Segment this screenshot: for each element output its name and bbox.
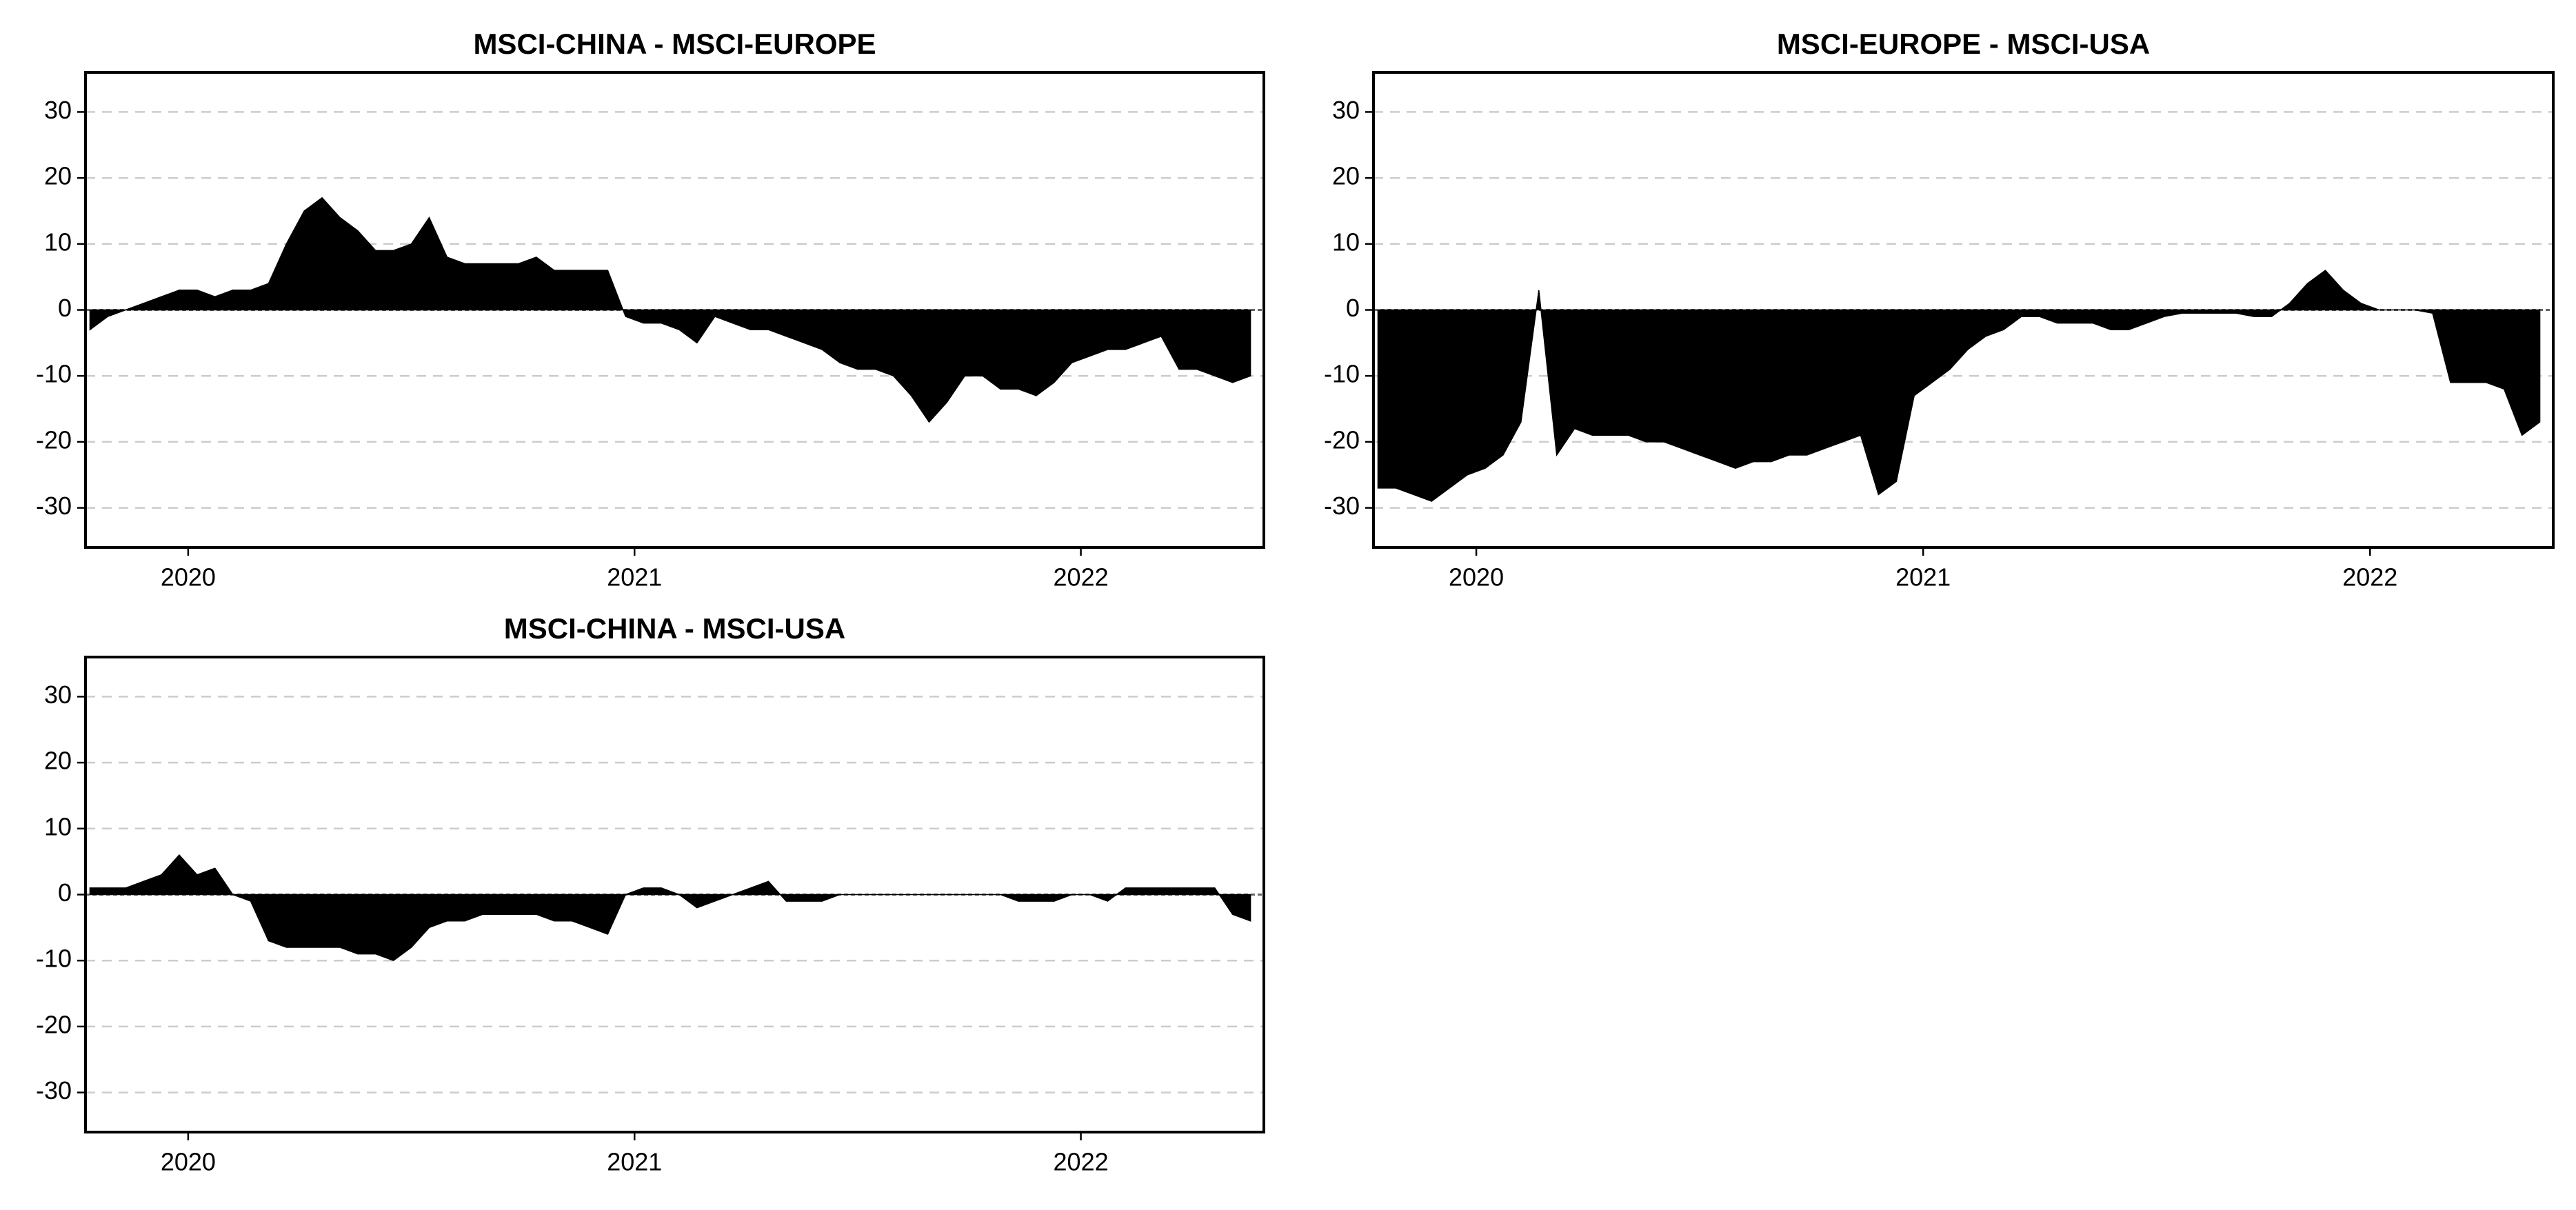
area bbox=[89, 196, 1251, 423]
x-tick-label: 2021 bbox=[607, 1148, 662, 1176]
y-tick-label: -30 bbox=[1324, 492, 1360, 520]
y-tick-label: -20 bbox=[36, 1010, 72, 1038]
plot-frame bbox=[84, 656, 1265, 1133]
plot-frame bbox=[1372, 71, 2555, 549]
panel: MSCI-CHINA - MSCI-USA -30 -20 -10 0 10 20 30 202… bbox=[36, 612, 1265, 1176]
panel: MSCI-EUROPE - MSCI-USA -30 -20 -10 0 10 20 30 20… bbox=[1324, 28, 2555, 592]
panel-title: MSCI-EUROPE - MSCI-USA bbox=[1777, 28, 2150, 60]
y-tick-label: 10 bbox=[44, 228, 72, 256]
x-tick-label: 2021 bbox=[1895, 563, 1951, 592]
area bbox=[1377, 270, 2541, 502]
y-tick-label: -10 bbox=[36, 360, 72, 388]
y-tick-label: 0 bbox=[58, 294, 72, 322]
y-tick-label: -30 bbox=[36, 492, 72, 520]
x-tick-label: 2022 bbox=[1054, 563, 1109, 592]
y-tick-label: 10 bbox=[1332, 228, 1360, 256]
y-tick-label: 0 bbox=[58, 878, 72, 907]
x-tick-label: 2021 bbox=[607, 563, 662, 592]
x-tick-label: 2020 bbox=[161, 1148, 216, 1176]
x-tick-label: 2022 bbox=[2342, 563, 2397, 592]
y-tick-label: 30 bbox=[1332, 96, 1360, 124]
plot-frame bbox=[84, 71, 1265, 549]
y-tick-label: 20 bbox=[44, 747, 72, 775]
y-tick-label: 10 bbox=[44, 812, 72, 840]
y-tick-label: -20 bbox=[36, 425, 72, 454]
y-tick-label: 0 bbox=[1346, 294, 1360, 322]
area bbox=[89, 854, 1251, 962]
panel: MSCI-CHINA - MSCI-EUROPE -30 -20 -10 0 10 20 30… bbox=[36, 28, 1265, 592]
x-tick-label: 2022 bbox=[1054, 1148, 1109, 1176]
y-tick-label: -10 bbox=[36, 945, 72, 973]
panel-title: MSCI-CHINA - MSCI-USA bbox=[504, 612, 845, 645]
y-tick-label: 20 bbox=[44, 162, 72, 190]
panel-title: MSCI-CHINA - MSCI-EUROPE bbox=[473, 28, 876, 60]
y-tick-label: 30 bbox=[44, 680, 72, 709]
y-tick-label: 30 bbox=[44, 96, 72, 124]
y-tick-label: -20 bbox=[1324, 425, 1360, 454]
y-tick-label: -10 bbox=[1324, 360, 1360, 388]
y-tick-label: -30 bbox=[36, 1076, 72, 1105]
y-tick-label: 20 bbox=[1332, 162, 1360, 190]
x-tick-label: 2020 bbox=[161, 563, 216, 592]
x-tick-label: 2020 bbox=[1449, 563, 1504, 592]
